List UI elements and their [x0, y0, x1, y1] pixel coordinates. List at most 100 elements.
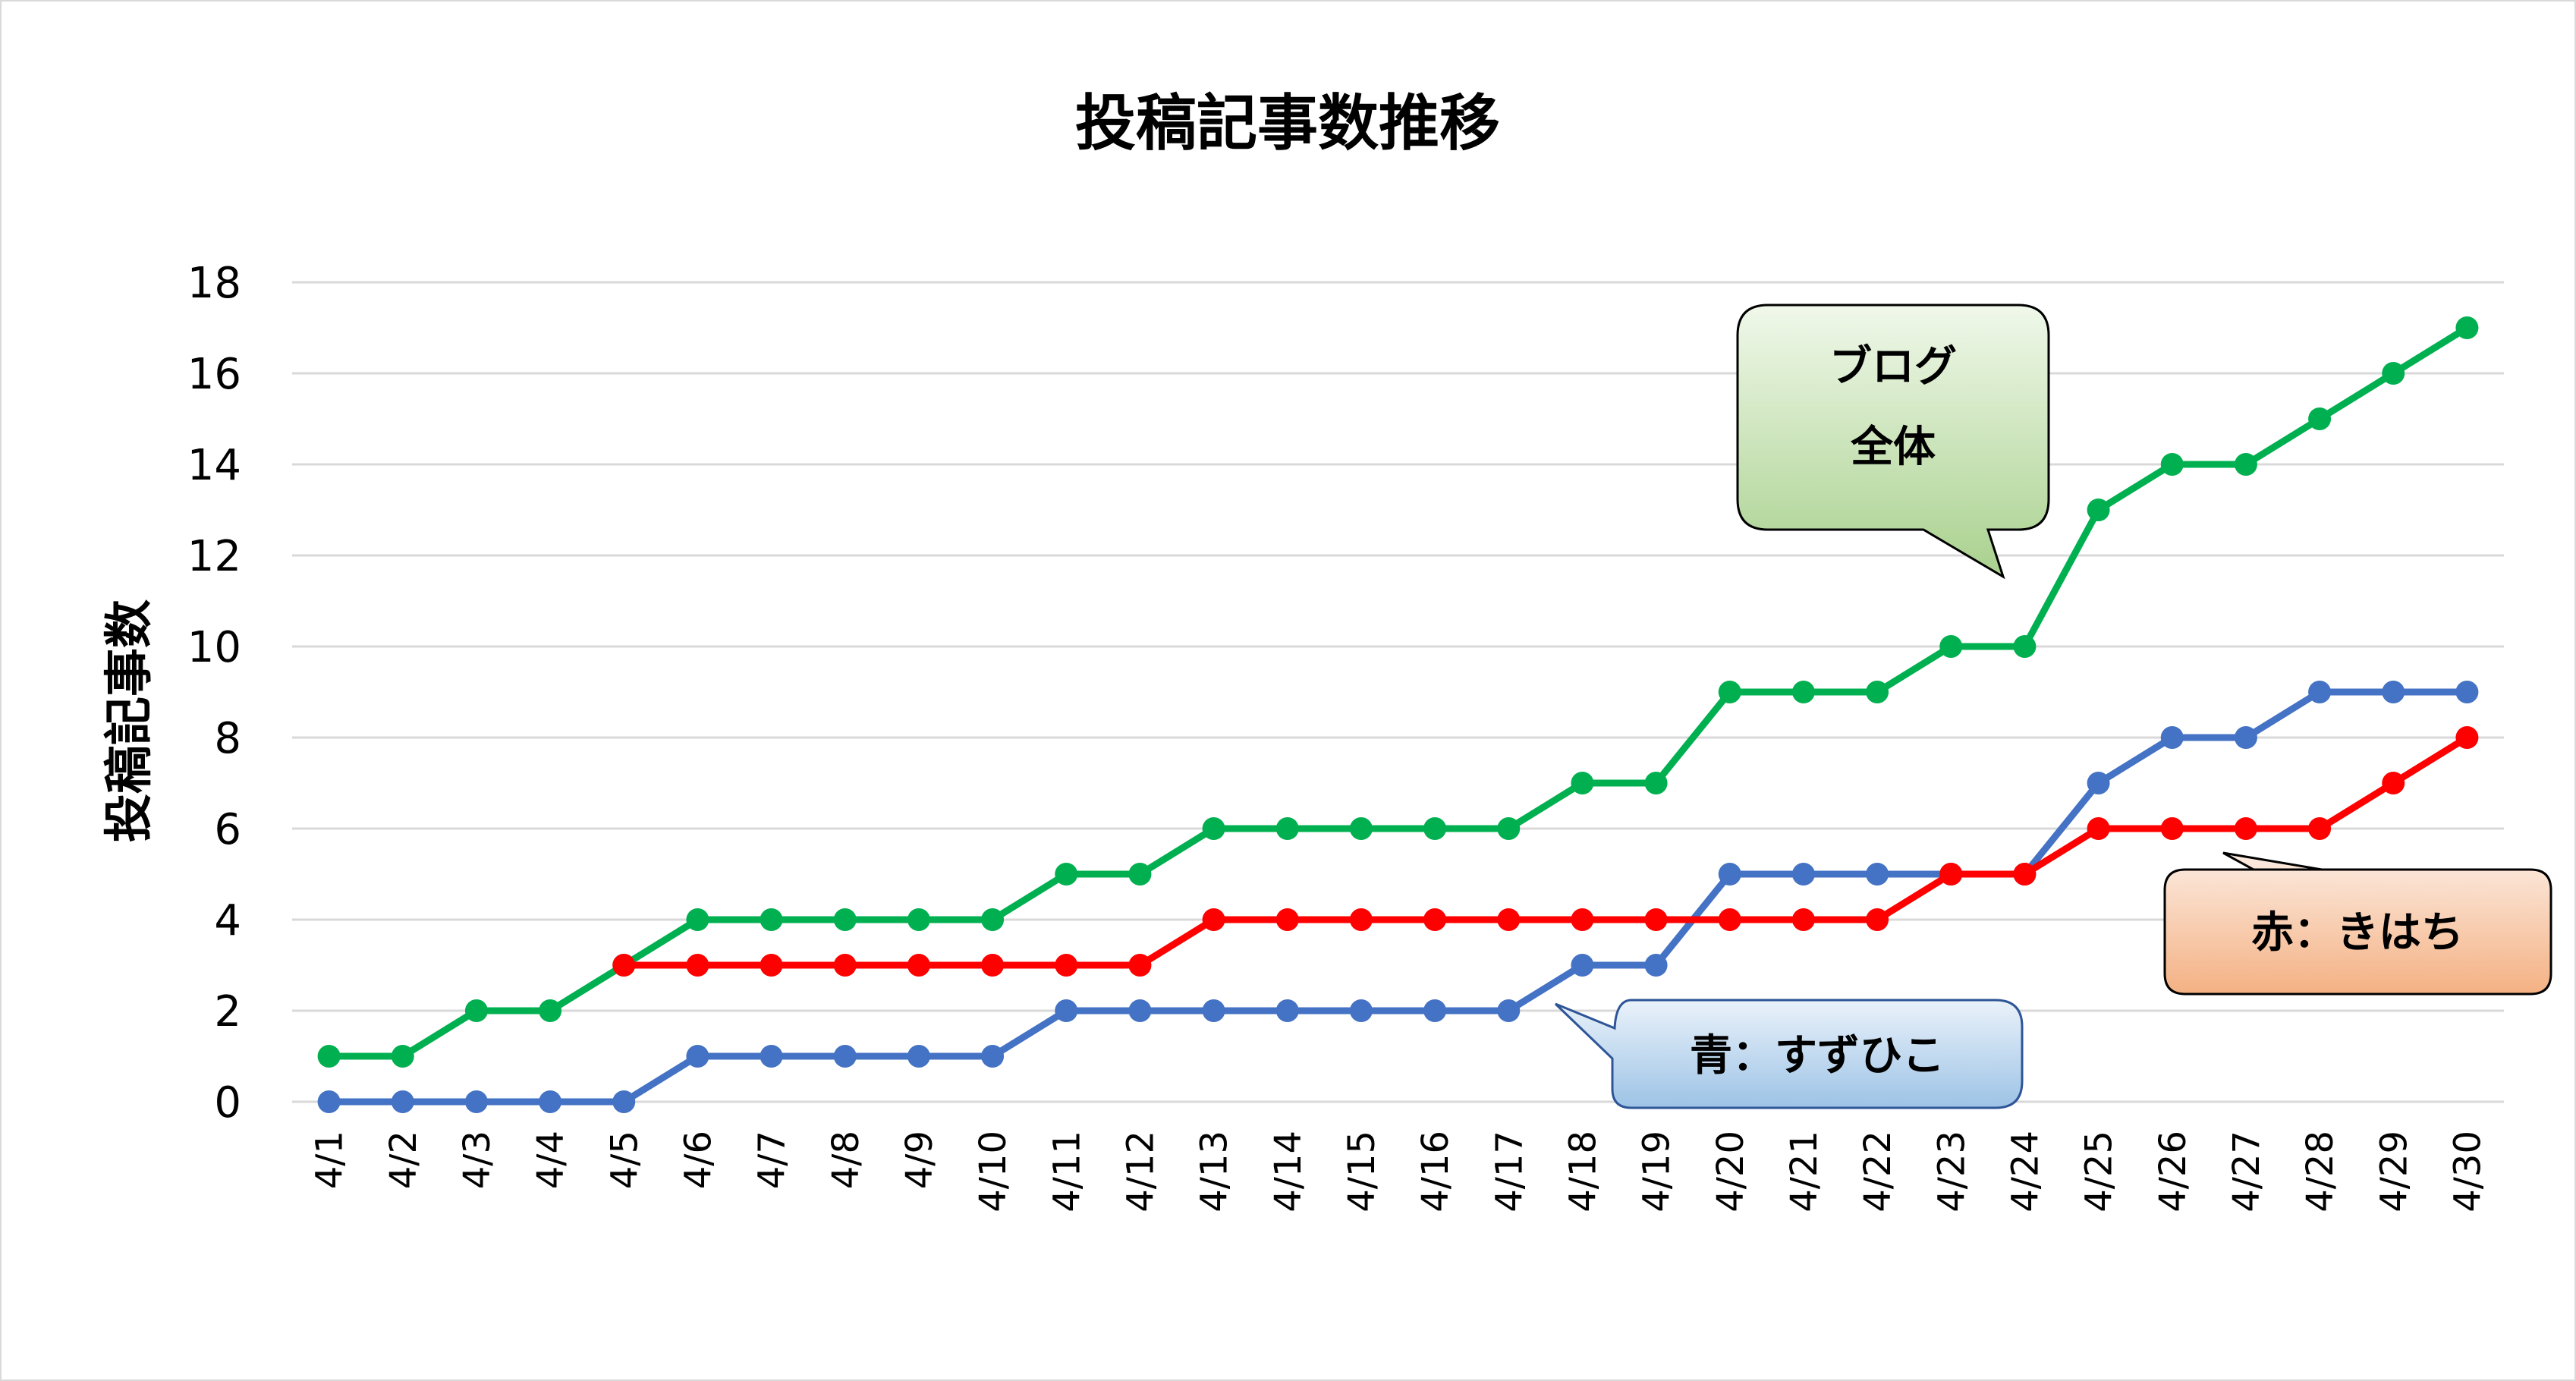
- y-axis-label: 投稿記事数: [102, 599, 158, 842]
- data-point-suzuhiko: [981, 1045, 1005, 1068]
- data-point-suzuhiko: [1202, 999, 1225, 1022]
- y-tick-labels: 0 2 4 6 8 10 12 14 16 18: [187, 259, 241, 1128]
- data-point-suzuhiko: [1571, 954, 1594, 977]
- data-point-suzuhiko: [686, 1045, 709, 1068]
- series-total: [317, 316, 2479, 1068]
- callout-total: ブログ 全体: [1736, 304, 2050, 580]
- data-point-kihachi: [1791, 908, 1815, 931]
- data-point-suzuhiko: [464, 1090, 488, 1113]
- x-tick-labels: 4/1 4/2 4/3 4/4 4/5 4/6 4/7 4/8 4/9 4/10 4/11 4/12 4…: [309, 1131, 2490, 1213]
- callout-kihachi-text: 赤：きはち: [2251, 908, 2464, 958]
- x-tick-label: 4/22: [1857, 1131, 1899, 1213]
- data-point-kihachi: [1055, 954, 1078, 977]
- data-point-total: [317, 1045, 341, 1068]
- data-point-suzuhiko: [833, 1045, 857, 1068]
- x-tick-label: 4/6: [677, 1131, 719, 1189]
- y-tick-label: 0: [214, 1078, 241, 1128]
- x-tick-label: 4/8: [825, 1131, 867, 1189]
- data-point-total: [1644, 772, 1668, 794]
- data-point-total: [1791, 681, 1815, 703]
- data-point-total: [1571, 772, 1594, 794]
- y-tick-label: 10: [187, 623, 241, 672]
- x-tick-label: 4/29: [2373, 1131, 2415, 1213]
- x-tick-label: 4/14: [1267, 1131, 1310, 1213]
- series-line-total: [326, 324, 2471, 1060]
- callout-total-shape: [1736, 304, 2050, 580]
- data-point-total: [2087, 499, 2110, 521]
- x-tick-label: 4/17: [1488, 1131, 1530, 1213]
- chart-title: 投稿記事数推移: [1075, 88, 1500, 159]
- data-point-kihachi: [2087, 817, 2110, 840]
- x-tick-label: 4/3: [456, 1131, 499, 1189]
- data-point-total: [2234, 453, 2257, 476]
- data-point-total: [1718, 681, 1741, 703]
- x-tick-label: 4/18: [1562, 1131, 1604, 1213]
- x-tick-label: 4/10: [972, 1131, 1014, 1213]
- data-point-kihachi: [1275, 908, 1299, 931]
- data-point-kihachi: [2160, 817, 2184, 840]
- data-point-suzuhiko: [2455, 681, 2479, 703]
- data-point-suzuhiko: [2160, 726, 2184, 749]
- data-point-total: [760, 908, 783, 931]
- x-tick-label: 4/19: [1636, 1131, 1678, 1213]
- x-tick-label: 4/2: [382, 1131, 425, 1189]
- x-tick-label: 4/26: [2152, 1131, 2194, 1213]
- x-tick-label: 4/20: [1709, 1131, 1752, 1213]
- data-point-kihachi: [907, 954, 930, 977]
- data-point-kihachi: [1202, 908, 1225, 931]
- data-point-suzuhiko: [2087, 772, 2110, 794]
- data-point-total: [981, 908, 1005, 931]
- data-point-total: [2013, 635, 2037, 658]
- data-point-suzuhiko: [2234, 726, 2257, 749]
- data-point-total: [833, 908, 857, 931]
- data-point-kihachi: [2382, 772, 2405, 794]
- callout-suzuhiko-text: 青：すずひこ: [1690, 1031, 1945, 1081]
- data-point-total: [1866, 681, 1889, 703]
- data-point-total: [1128, 863, 1152, 886]
- data-point-suzuhiko: [2382, 681, 2405, 703]
- x-tick-label: 4/1: [309, 1131, 351, 1189]
- y-tick-label: 18: [187, 259, 241, 308]
- data-point-kihachi: [2013, 863, 2037, 886]
- x-tick-label: 4/21: [1783, 1131, 1826, 1213]
- data-point-kihachi: [1128, 954, 1152, 977]
- series-suzuhiko: [317, 681, 2479, 1113]
- y-tick-label: 12: [187, 532, 241, 581]
- data-point-suzuhiko: [1866, 863, 1889, 886]
- x-tick-label: 4/24: [2004, 1131, 2046, 1213]
- data-point-suzuhiko: [907, 1045, 930, 1068]
- x-tick-label: 4/11: [1046, 1131, 1088, 1213]
- data-point-suzuhiko: [1275, 999, 1299, 1022]
- data-point-suzuhiko: [1128, 999, 1152, 1022]
- series-line-kihachi: [620, 734, 2471, 969]
- data-point-kihachi: [1939, 863, 1963, 886]
- data-point-total: [907, 908, 930, 931]
- data-point-suzuhiko: [1055, 999, 1078, 1022]
- x-tick-label: 4/9: [898, 1131, 941, 1189]
- data-point-suzuhiko: [1718, 863, 1741, 886]
- y-tick-label: 8: [214, 714, 241, 763]
- y-tick-label: 14: [187, 441, 241, 490]
- x-tick-label: 4/7: [751, 1131, 794, 1189]
- data-point-suzuhiko: [1349, 999, 1373, 1022]
- data-point-total: [2308, 407, 2332, 430]
- y-tick-label: 6: [214, 805, 241, 854]
- data-point-kihachi: [2455, 726, 2479, 749]
- x-tick-label: 4/23: [1930, 1131, 1973, 1213]
- data-point-kihachi: [1644, 908, 1668, 931]
- data-point-suzuhiko: [539, 1090, 562, 1113]
- callout-kihachi: 赤：きはち: [2163, 851, 2552, 996]
- series-line-suzuhiko: [326, 688, 2471, 1106]
- data-point-total: [1423, 817, 1447, 840]
- data-point-total: [2160, 453, 2184, 476]
- x-tick-label: 4/16: [1414, 1131, 1457, 1213]
- data-point-total: [2455, 316, 2479, 339]
- data-point-kihachi: [981, 954, 1005, 977]
- x-tick-label: 4/5: [603, 1131, 646, 1189]
- x-tick-label: 4/25: [2078, 1131, 2121, 1213]
- data-point-suzuhiko: [760, 1045, 783, 1068]
- data-point-total: [1939, 635, 1963, 658]
- data-point-total: [539, 999, 562, 1022]
- x-tick-label: 4/28: [2299, 1131, 2342, 1213]
